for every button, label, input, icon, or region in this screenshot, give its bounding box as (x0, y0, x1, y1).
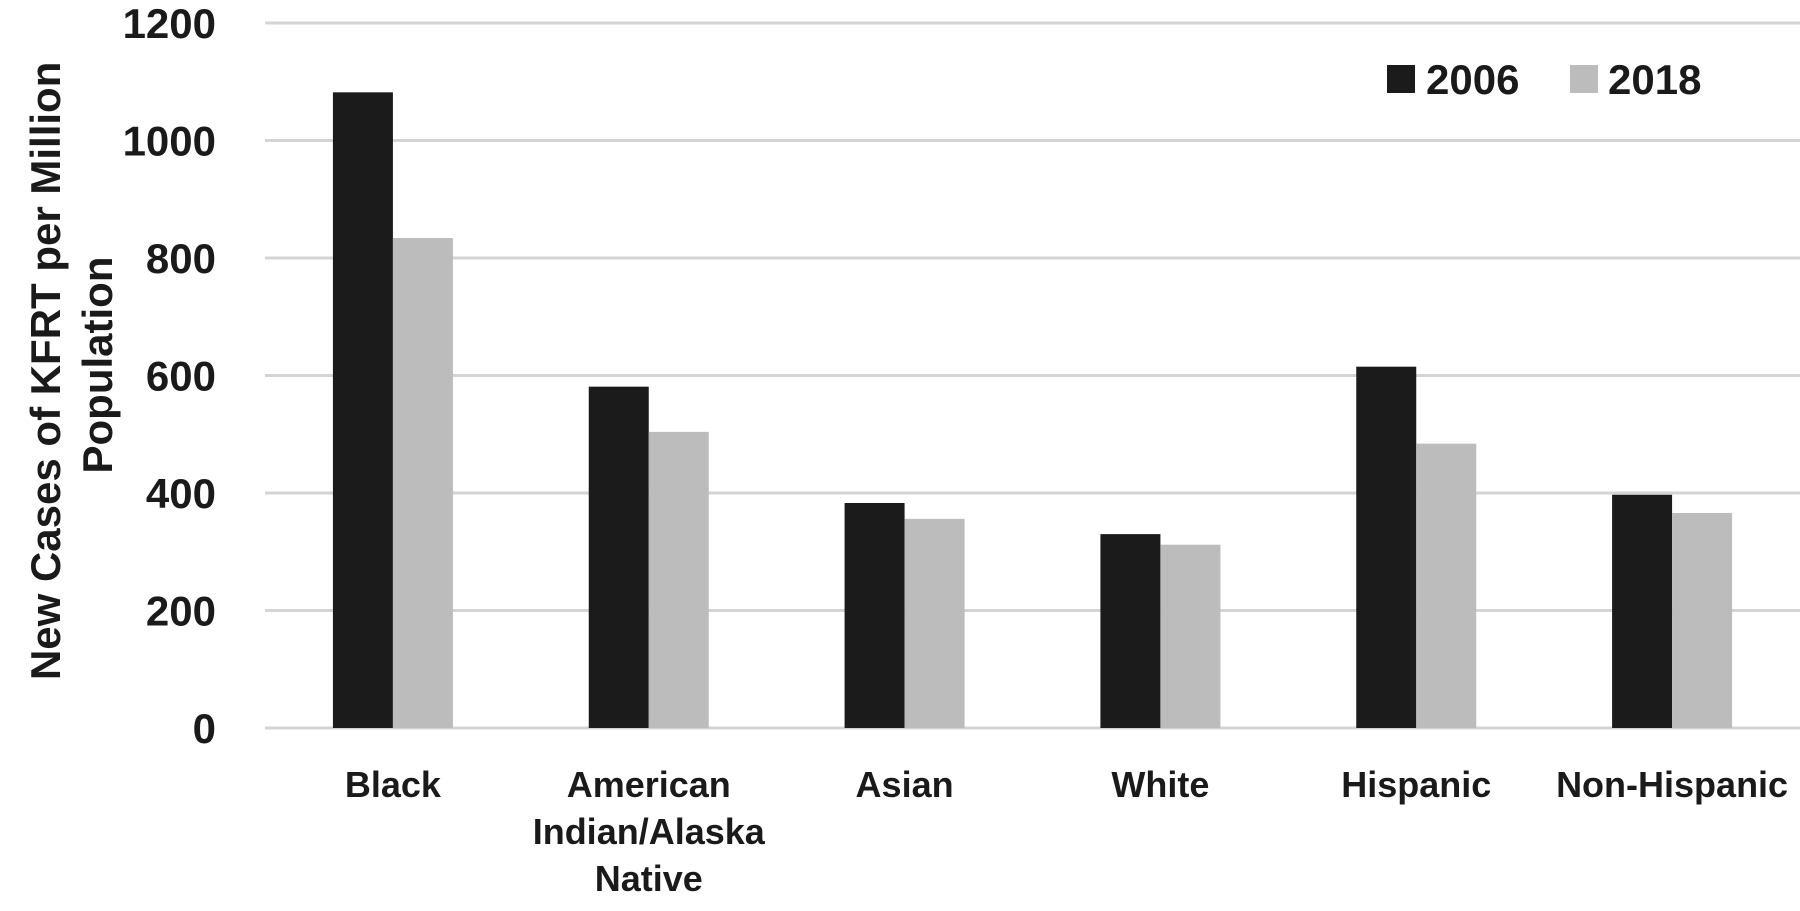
x-category-label-line: American (567, 764, 731, 805)
bar-2006-black (332, 92, 393, 728)
bar-2006-asian (844, 502, 905, 728)
x-category-label: Non-Hispanic (1556, 764, 1788, 805)
legend: 2006 2018 (1387, 56, 1701, 103)
y-tick-label: 600 (146, 353, 216, 400)
legend-swatch-2006 (1387, 65, 1415, 93)
bar-2006-american-indian-alaska-native (588, 386, 649, 728)
bar-2018-american-indian-alaska-native (648, 431, 709, 728)
x-axis-category-labels: Black American Indian/Alaska Native Asian Whi… (345, 764, 1788, 899)
x-category-label: Hispanic (1341, 764, 1491, 805)
y-tick-label: 1000 (123, 118, 216, 165)
y-tick-label: 200 (146, 588, 216, 635)
x-category-label-line: Hispanic (1341, 764, 1491, 805)
legend-label-2006: 2006 (1426, 56, 1519, 103)
x-category-label-line: Native (595, 858, 703, 899)
y-axis-title-line-1: New Cases of KFRT per Million (22, 62, 69, 680)
y-tick-label: 400 (146, 470, 216, 517)
x-category-label-line: White (1111, 764, 1209, 805)
x-category-label: American Indian/Alaska Native (533, 764, 766, 899)
x-category-label: Asian (856, 764, 954, 805)
y-axis-tick-labels: 0 200 400 600 800 1000 1200 (123, 0, 216, 752)
bar-2006-hispanic (1356, 366, 1417, 728)
bar-2018-hispanic (1416, 443, 1477, 728)
x-category-label-line: Non-Hispanic (1556, 764, 1788, 805)
legend-label-2018: 2018 (1608, 56, 1701, 103)
y-tick-label: 0 (193, 705, 216, 752)
bar-2018-black (392, 238, 453, 728)
y-tick-label: 800 (146, 235, 216, 282)
bar-2018-asian (904, 518, 965, 728)
x-category-label-line: Asian (856, 764, 954, 805)
y-axis-title-line-2: Population (74, 257, 121, 474)
bar-2018-non-hispanic (1672, 512, 1733, 728)
x-category-label-line: Black (345, 764, 442, 805)
bar-2006-non-hispanic (1612, 494, 1673, 728)
y-tick-label: 1200 (123, 0, 216, 47)
bar-2006-white (1100, 534, 1161, 728)
x-category-label: Black (345, 764, 442, 805)
gridlines (265, 21, 1800, 730)
legend-swatch-2018 (1570, 65, 1598, 93)
y-axis-title: New Cases of KFRT per Million Population (22, 50, 121, 680)
x-category-label-line: Indian/Alaska (533, 811, 766, 852)
x-category-label: White (1111, 764, 1209, 805)
bars (332, 92, 1733, 728)
bar-2018-white (1160, 544, 1221, 728)
